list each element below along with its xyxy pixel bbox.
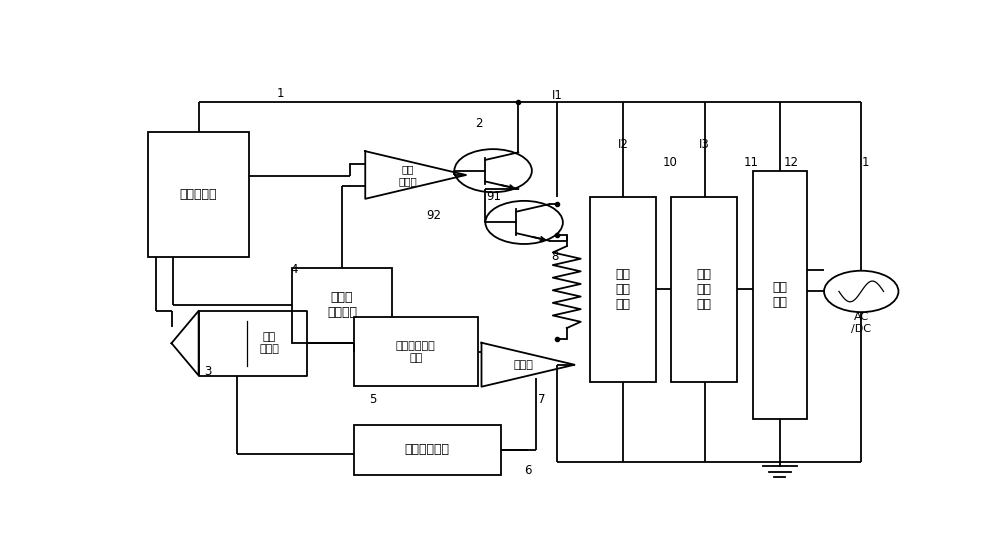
Text: 91: 91 (486, 190, 501, 203)
Text: 8: 8 (551, 250, 559, 263)
FancyBboxPatch shape (590, 197, 656, 382)
Text: 加法器: 加法器 (513, 360, 533, 370)
Text: 整流
消振
电路: 整流 消振 电路 (697, 268, 712, 311)
FancyBboxPatch shape (671, 197, 737, 382)
Text: 7: 7 (538, 393, 546, 406)
Text: 12: 12 (784, 156, 799, 169)
FancyBboxPatch shape (148, 132, 249, 257)
Text: AC
/DC: AC /DC (851, 312, 871, 334)
Text: 10: 10 (662, 156, 677, 169)
Text: 压控放大器: 压控放大器 (180, 188, 217, 201)
FancyBboxPatch shape (354, 425, 501, 475)
Text: I2: I2 (618, 138, 629, 151)
Text: 5: 5 (369, 393, 377, 406)
Text: 11: 11 (744, 156, 759, 169)
FancyBboxPatch shape (753, 171, 807, 419)
Text: I3: I3 (699, 138, 710, 151)
Text: 运算
放大器: 运算 放大器 (399, 164, 417, 186)
Text: 1: 1 (276, 87, 284, 100)
Text: 6: 6 (524, 464, 532, 477)
Text: 1: 1 (861, 156, 869, 169)
Text: 3: 3 (204, 365, 212, 377)
Text: I1: I1 (552, 88, 563, 102)
FancyBboxPatch shape (354, 318, 478, 386)
Text: 92: 92 (426, 209, 441, 222)
Text: 2: 2 (475, 116, 482, 130)
Text: 误差
放大器: 误差 放大器 (259, 333, 279, 354)
FancyBboxPatch shape (292, 268, 392, 343)
Text: 有效值转直流
电路: 有效值转直流 电路 (396, 341, 436, 362)
Text: 信号
采样
电路: 信号 采样 电路 (615, 268, 630, 311)
Text: 整流
电路: 整流 电路 (772, 281, 787, 309)
Text: 4: 4 (290, 263, 298, 277)
Text: 放大器
消振电路: 放大器 消振电路 (327, 291, 357, 319)
Text: 程控基准电压: 程控基准电压 (405, 444, 450, 456)
